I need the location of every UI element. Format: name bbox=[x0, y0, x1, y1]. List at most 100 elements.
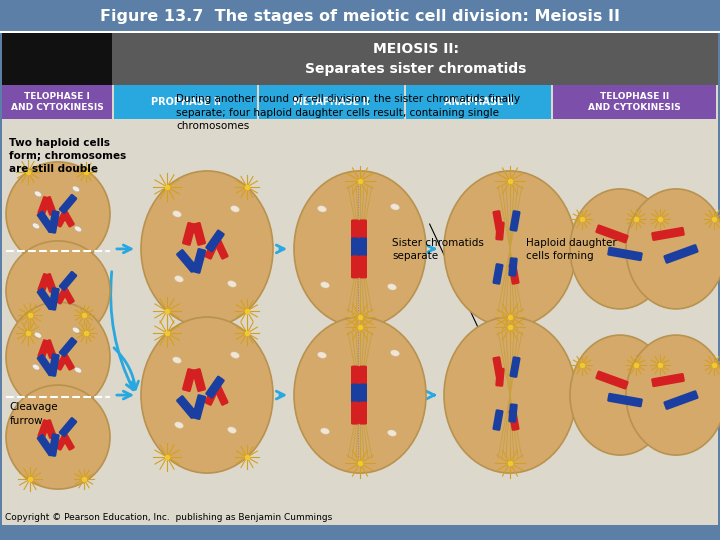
FancyBboxPatch shape bbox=[663, 390, 698, 410]
Text: ANAPHASE II: ANAPHASE II bbox=[444, 97, 513, 107]
FancyBboxPatch shape bbox=[595, 225, 629, 244]
FancyBboxPatch shape bbox=[492, 356, 503, 378]
Ellipse shape bbox=[72, 186, 80, 192]
FancyBboxPatch shape bbox=[508, 257, 518, 276]
FancyBboxPatch shape bbox=[59, 417, 77, 437]
FancyBboxPatch shape bbox=[37, 273, 50, 293]
Ellipse shape bbox=[32, 223, 40, 229]
FancyBboxPatch shape bbox=[359, 255, 367, 279]
FancyBboxPatch shape bbox=[510, 356, 521, 378]
FancyBboxPatch shape bbox=[55, 210, 69, 227]
Ellipse shape bbox=[72, 327, 80, 333]
Text: Sister chromatids
separate: Sister chromatids separate bbox=[392, 238, 485, 261]
Bar bbox=[0, 0, 720, 32]
FancyBboxPatch shape bbox=[37, 288, 55, 310]
FancyBboxPatch shape bbox=[37, 419, 50, 439]
FancyBboxPatch shape bbox=[359, 219, 367, 242]
FancyBboxPatch shape bbox=[48, 433, 60, 457]
FancyBboxPatch shape bbox=[37, 339, 50, 359]
Ellipse shape bbox=[175, 422, 184, 428]
FancyBboxPatch shape bbox=[43, 273, 57, 293]
FancyBboxPatch shape bbox=[351, 219, 359, 242]
FancyBboxPatch shape bbox=[55, 354, 69, 371]
FancyBboxPatch shape bbox=[351, 383, 359, 407]
FancyBboxPatch shape bbox=[508, 263, 520, 285]
FancyBboxPatch shape bbox=[663, 244, 698, 264]
FancyBboxPatch shape bbox=[59, 271, 77, 291]
FancyBboxPatch shape bbox=[359, 402, 367, 424]
FancyBboxPatch shape bbox=[351, 255, 359, 279]
FancyBboxPatch shape bbox=[204, 238, 220, 260]
FancyBboxPatch shape bbox=[595, 370, 629, 389]
Bar bbox=[406, 85, 551, 119]
FancyBboxPatch shape bbox=[213, 384, 229, 406]
Bar bbox=[2, 33, 112, 85]
Text: TELOPHASE I
AND CYTOKINESIS: TELOPHASE I AND CYTOKINESIS bbox=[11, 92, 104, 112]
Ellipse shape bbox=[141, 317, 273, 473]
Ellipse shape bbox=[228, 281, 236, 287]
FancyBboxPatch shape bbox=[37, 211, 55, 233]
FancyBboxPatch shape bbox=[351, 366, 359, 389]
Ellipse shape bbox=[294, 317, 426, 473]
Ellipse shape bbox=[173, 357, 181, 363]
FancyBboxPatch shape bbox=[176, 249, 198, 273]
Ellipse shape bbox=[6, 162, 110, 266]
Text: MEIOSIS II:
Separates sister chromatids: MEIOSIS II: Separates sister chromatids bbox=[305, 42, 527, 76]
Ellipse shape bbox=[175, 276, 184, 282]
FancyBboxPatch shape bbox=[492, 263, 503, 285]
FancyBboxPatch shape bbox=[351, 238, 359, 260]
FancyBboxPatch shape bbox=[510, 210, 521, 232]
Ellipse shape bbox=[570, 335, 670, 455]
FancyBboxPatch shape bbox=[607, 393, 643, 407]
Ellipse shape bbox=[294, 171, 426, 327]
FancyBboxPatch shape bbox=[182, 368, 196, 392]
FancyBboxPatch shape bbox=[492, 409, 503, 431]
Ellipse shape bbox=[230, 352, 239, 359]
FancyBboxPatch shape bbox=[359, 383, 367, 407]
FancyBboxPatch shape bbox=[205, 376, 225, 399]
FancyBboxPatch shape bbox=[43, 196, 57, 216]
Ellipse shape bbox=[626, 189, 720, 309]
Bar bbox=[2, 85, 112, 119]
FancyBboxPatch shape bbox=[176, 395, 198, 419]
FancyBboxPatch shape bbox=[48, 210, 60, 234]
Ellipse shape bbox=[35, 191, 42, 197]
FancyBboxPatch shape bbox=[61, 434, 75, 451]
Ellipse shape bbox=[318, 352, 326, 358]
FancyBboxPatch shape bbox=[204, 384, 220, 406]
Text: Cleavage
furrow: Cleavage furrow bbox=[9, 402, 58, 426]
FancyBboxPatch shape bbox=[495, 221, 505, 241]
Ellipse shape bbox=[320, 282, 330, 288]
Ellipse shape bbox=[390, 350, 400, 356]
Ellipse shape bbox=[320, 428, 330, 434]
Text: PROPHASE II: PROPHASE II bbox=[150, 97, 220, 107]
Ellipse shape bbox=[230, 206, 239, 212]
Ellipse shape bbox=[6, 302, 110, 412]
Ellipse shape bbox=[390, 204, 400, 210]
Text: Figure 13.7  The stages of meiotic cell division: Meiosis II: Figure 13.7 The stages of meiotic cell d… bbox=[100, 9, 620, 24]
Ellipse shape bbox=[387, 284, 397, 290]
Ellipse shape bbox=[444, 171, 576, 327]
Ellipse shape bbox=[570, 189, 670, 309]
Ellipse shape bbox=[141, 171, 273, 327]
FancyBboxPatch shape bbox=[351, 402, 359, 424]
FancyBboxPatch shape bbox=[182, 222, 196, 246]
FancyBboxPatch shape bbox=[192, 248, 206, 274]
FancyBboxPatch shape bbox=[651, 227, 685, 241]
FancyBboxPatch shape bbox=[61, 354, 75, 371]
Ellipse shape bbox=[74, 367, 81, 373]
Text: TELOPHASE II
AND CYTOKINESIS: TELOPHASE II AND CYTOKINESIS bbox=[588, 92, 681, 112]
Text: Haploid daughter
cells forming: Haploid daughter cells forming bbox=[526, 238, 616, 261]
Text: Copyright © Pearson Education, Inc.  publishing as Benjamin Cummings: Copyright © Pearson Education, Inc. publ… bbox=[5, 513, 332, 522]
Text: Two haploid cells
form; chromosomes
are still double: Two haploid cells form; chromosomes are … bbox=[9, 138, 127, 174]
FancyBboxPatch shape bbox=[651, 373, 685, 387]
Ellipse shape bbox=[173, 211, 181, 217]
FancyBboxPatch shape bbox=[55, 287, 69, 305]
Ellipse shape bbox=[6, 385, 110, 489]
FancyBboxPatch shape bbox=[495, 367, 505, 387]
Ellipse shape bbox=[387, 430, 397, 436]
FancyBboxPatch shape bbox=[192, 394, 206, 420]
Ellipse shape bbox=[6, 241, 110, 341]
FancyBboxPatch shape bbox=[43, 339, 57, 359]
Ellipse shape bbox=[32, 364, 40, 370]
